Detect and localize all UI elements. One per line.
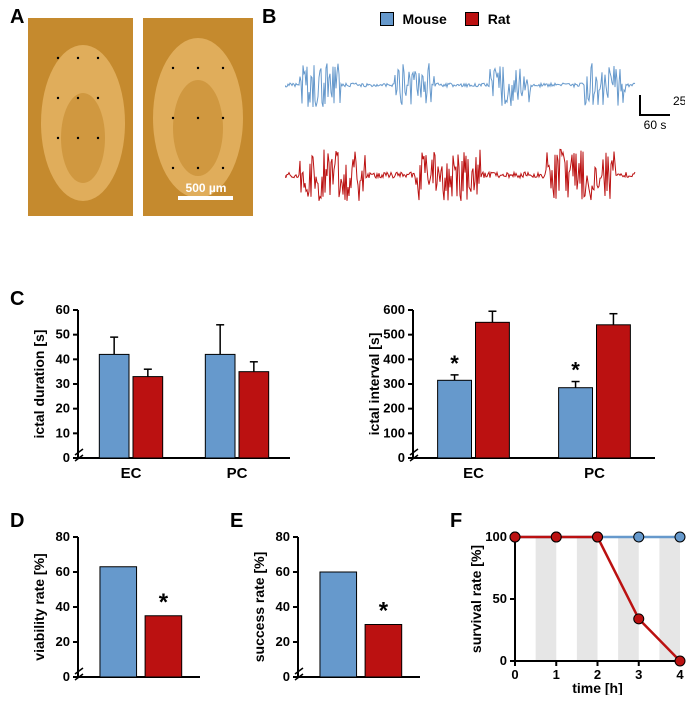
- legend-rat-swatch: [465, 12, 479, 26]
- legend-mouse-swatch: [380, 12, 394, 26]
- svg-text:EC: EC: [463, 465, 484, 482]
- svg-text:60: 60: [56, 564, 70, 579]
- svg-text:0: 0: [398, 450, 405, 465]
- panel-C-left: 0 10 20 30 40 50 60 ictal duration [s] EC PC: [30, 300, 300, 490]
- svg-text:400: 400: [383, 351, 405, 366]
- svg-text:50: 50: [56, 327, 70, 342]
- label-B: B: [262, 6, 276, 29]
- svg-text:0: 0: [500, 653, 507, 668]
- svg-text:*: *: [379, 598, 389, 625]
- svg-text:0: 0: [283, 669, 290, 684]
- legend-mouse-label: Mouse: [402, 11, 446, 27]
- svg-text:60 s: 60 s: [644, 118, 667, 132]
- svg-text:3: 3: [635, 667, 642, 682]
- svg-text:300: 300: [383, 376, 405, 391]
- svg-text:ictal interval [s]: ictal interval [s]: [366, 333, 382, 436]
- label-D: D: [10, 510, 24, 533]
- svg-text:40: 40: [56, 599, 70, 614]
- panel-D: 0 20 40 60 80 viability rate [%] *: [30, 525, 210, 695]
- svg-text:100: 100: [383, 425, 405, 440]
- panel-E: 0 20 40 60 80 success rate [%] *: [250, 525, 430, 695]
- svg-text:50: 50: [493, 591, 507, 606]
- svg-text:0: 0: [511, 667, 518, 682]
- svg-text:40: 40: [56, 351, 70, 366]
- svg-text:80: 80: [56, 529, 70, 544]
- svg-text:20: 20: [56, 634, 70, 649]
- svg-text:viability rate [%]: viability rate [%]: [31, 553, 47, 660]
- svg-text:60: 60: [56, 302, 70, 317]
- svg-text:0: 0: [63, 669, 70, 684]
- svg-text:250 µV: 250 µV: [673, 94, 685, 108]
- svg-text:500 µm: 500 µm: [186, 181, 227, 195]
- panel-C-right: 0 100 200 300 400 500 600 ictal interval [s] EC *…: [365, 300, 665, 490]
- panel-F: 05010001234survival rate [%]time [h]: [465, 525, 690, 695]
- svg-text:EC: EC: [121, 465, 142, 482]
- svg-text:success rate [%]: success rate [%]: [251, 552, 267, 663]
- svg-text:20: 20: [56, 401, 70, 416]
- svg-text:0: 0: [63, 450, 70, 465]
- svg-text:time [h]: time [h]: [572, 680, 623, 695]
- svg-text:200: 200: [383, 401, 405, 416]
- panel-B: 250 µV 60 s: [285, 35, 685, 220]
- svg-text:survival rate [%]: survival rate [%]: [468, 545, 484, 653]
- legend: Mouse Rat: [380, 10, 524, 28]
- label-F: F: [450, 510, 462, 533]
- svg-text:60: 60: [276, 564, 290, 579]
- svg-text:*: *: [450, 351, 459, 376]
- svg-text:10: 10: [56, 425, 70, 440]
- svg-text:ictal duration [s]: ictal duration [s]: [31, 330, 47, 439]
- svg-text:*: *: [159, 589, 169, 616]
- svg-text:PC: PC: [584, 465, 605, 482]
- svg-text:500: 500: [383, 327, 405, 342]
- svg-text:40: 40: [276, 599, 290, 614]
- label-A: A: [10, 6, 24, 29]
- svg-text:30: 30: [56, 376, 70, 391]
- svg-text:1: 1: [553, 667, 560, 682]
- svg-text:PC: PC: [227, 465, 248, 482]
- svg-text:*: *: [571, 358, 580, 383]
- svg-text:4: 4: [676, 667, 684, 682]
- svg-text:100: 100: [485, 529, 507, 544]
- panel-A: 500 µm: [28, 18, 253, 218]
- label-E: E: [230, 510, 243, 533]
- svg-text:20: 20: [276, 634, 290, 649]
- label-C: C: [10, 288, 24, 311]
- svg-text:80: 80: [276, 529, 290, 544]
- svg-text:600: 600: [383, 302, 405, 317]
- legend-rat-label: Rat: [488, 11, 511, 27]
